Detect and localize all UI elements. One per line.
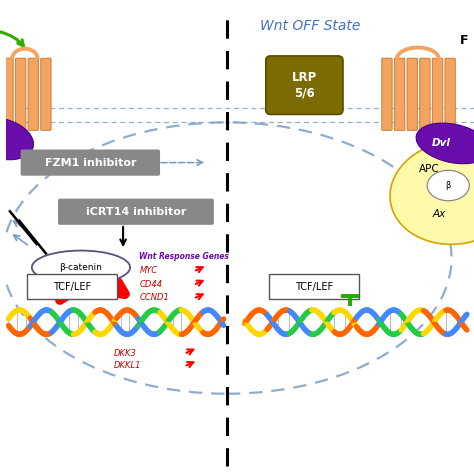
Ellipse shape (416, 123, 474, 164)
Text: APC: APC (419, 164, 440, 174)
FancyBboxPatch shape (419, 58, 430, 130)
Text: DKKL1: DKKL1 (114, 361, 141, 370)
Text: Ax: Ax (432, 209, 446, 219)
Text: MYC: MYC (139, 266, 157, 275)
Text: CCND1: CCND1 (139, 293, 169, 302)
Text: CD44: CD44 (139, 280, 163, 289)
FancyBboxPatch shape (432, 58, 443, 130)
FancyBboxPatch shape (41, 58, 51, 130)
Text: iCRT14 inhibitor: iCRT14 inhibitor (86, 207, 186, 217)
Text: Dvl: Dvl (432, 138, 451, 148)
FancyBboxPatch shape (394, 58, 405, 130)
FancyBboxPatch shape (58, 199, 214, 225)
Text: Wnt OFF State: Wnt OFF State (260, 19, 360, 34)
FancyBboxPatch shape (21, 149, 160, 176)
Text: F: F (459, 34, 468, 47)
FancyBboxPatch shape (266, 56, 343, 114)
Text: TCF/LEF: TCF/LEF (53, 282, 91, 292)
FancyBboxPatch shape (269, 274, 359, 299)
FancyBboxPatch shape (16, 58, 26, 130)
Text: β: β (446, 181, 451, 190)
FancyBboxPatch shape (27, 274, 117, 299)
FancyBboxPatch shape (407, 58, 418, 130)
Text: Wnt Response Genes: Wnt Response Genes (139, 252, 229, 261)
FancyBboxPatch shape (3, 58, 13, 130)
Text: FZM1 inhibitor: FZM1 inhibitor (45, 158, 136, 168)
FancyBboxPatch shape (445, 58, 456, 130)
Ellipse shape (390, 141, 474, 244)
Ellipse shape (427, 170, 469, 201)
FancyBboxPatch shape (382, 58, 392, 130)
Text: DKK3: DKK3 (114, 348, 137, 357)
Ellipse shape (0, 118, 34, 160)
FancyBboxPatch shape (28, 58, 38, 130)
Text: β-catenin: β-catenin (60, 263, 102, 272)
Text: TCF/LEF: TCF/LEF (295, 282, 333, 292)
Ellipse shape (32, 251, 130, 284)
Text: LRP
5/6: LRP 5/6 (292, 71, 317, 100)
